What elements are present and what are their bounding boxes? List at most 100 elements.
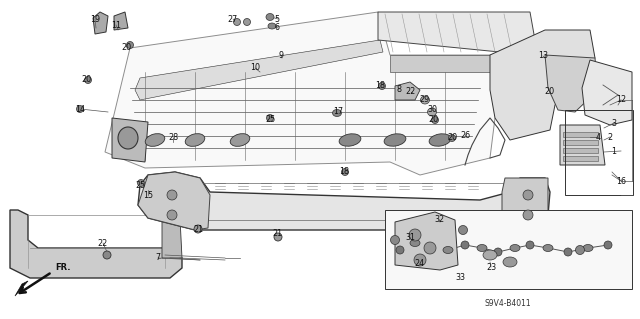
Polygon shape: [395, 212, 458, 270]
Text: 17: 17: [333, 108, 343, 116]
Text: 16: 16: [616, 176, 626, 186]
Text: 13: 13: [538, 51, 548, 61]
Text: 9: 9: [278, 50, 284, 60]
Ellipse shape: [477, 244, 487, 251]
Bar: [565, 110, 633, 195]
Text: 21: 21: [193, 225, 203, 234]
Polygon shape: [490, 30, 595, 140]
Circle shape: [494, 248, 502, 256]
Polygon shape: [162, 214, 182, 258]
Text: 20: 20: [428, 115, 438, 124]
Bar: [563, 140, 598, 145]
Text: 1: 1: [611, 146, 616, 155]
Ellipse shape: [274, 233, 282, 241]
Text: 11: 11: [111, 20, 121, 29]
Circle shape: [461, 241, 469, 249]
Ellipse shape: [185, 134, 205, 146]
Ellipse shape: [339, 134, 361, 146]
Bar: [563, 132, 598, 137]
Ellipse shape: [575, 246, 584, 255]
Text: 21: 21: [272, 228, 282, 238]
Circle shape: [523, 210, 533, 220]
Ellipse shape: [503, 257, 517, 267]
Text: 6: 6: [275, 24, 280, 33]
Ellipse shape: [333, 109, 342, 116]
Text: 20: 20: [544, 87, 554, 97]
Polygon shape: [545, 55, 598, 112]
Text: 7: 7: [156, 254, 161, 263]
Text: 10: 10: [250, 63, 260, 72]
Text: 20: 20: [81, 76, 91, 85]
Text: 15: 15: [143, 190, 153, 199]
Polygon shape: [502, 178, 548, 230]
Polygon shape: [135, 40, 383, 100]
Ellipse shape: [378, 83, 385, 90]
Ellipse shape: [384, 134, 406, 146]
Ellipse shape: [342, 168, 349, 175]
Circle shape: [426, 244, 434, 252]
Text: S9V4-B4011: S9V4-B4011: [484, 299, 531, 308]
Text: 2: 2: [607, 132, 612, 142]
Circle shape: [103, 251, 111, 259]
Polygon shape: [395, 82, 420, 100]
Text: 20: 20: [447, 132, 457, 142]
Bar: [385, 210, 632, 289]
Text: 4: 4: [595, 132, 600, 142]
Text: 25: 25: [265, 115, 275, 123]
Ellipse shape: [443, 247, 453, 254]
Ellipse shape: [266, 115, 273, 122]
Polygon shape: [560, 125, 605, 165]
Text: 19: 19: [90, 14, 100, 24]
Text: 26: 26: [460, 130, 470, 139]
Ellipse shape: [583, 244, 593, 251]
Circle shape: [414, 254, 426, 266]
Ellipse shape: [431, 116, 438, 123]
Text: 5: 5: [275, 14, 280, 24]
Ellipse shape: [234, 19, 241, 26]
Ellipse shape: [84, 77, 92, 84]
Polygon shape: [390, 55, 530, 72]
Text: 32: 32: [434, 216, 444, 225]
Ellipse shape: [194, 225, 202, 233]
Polygon shape: [582, 60, 632, 125]
Circle shape: [604, 241, 612, 249]
Ellipse shape: [420, 96, 429, 104]
Ellipse shape: [77, 106, 83, 113]
Text: 12: 12: [616, 95, 626, 105]
Ellipse shape: [449, 135, 456, 142]
Circle shape: [424, 242, 436, 254]
Text: 33: 33: [455, 272, 465, 281]
Bar: [563, 148, 598, 153]
Text: 27: 27: [228, 14, 238, 24]
Ellipse shape: [483, 250, 497, 260]
Text: 20: 20: [121, 42, 131, 51]
Polygon shape: [93, 12, 108, 34]
Text: 8: 8: [397, 85, 401, 93]
Bar: [563, 156, 598, 161]
Circle shape: [523, 190, 533, 200]
Circle shape: [526, 241, 534, 249]
Ellipse shape: [429, 134, 451, 146]
Ellipse shape: [510, 244, 520, 251]
Circle shape: [167, 190, 177, 200]
Text: 18: 18: [339, 167, 349, 176]
Circle shape: [167, 210, 177, 220]
Text: 14: 14: [75, 105, 85, 114]
Polygon shape: [138, 172, 210, 230]
Ellipse shape: [230, 134, 250, 146]
Text: 18: 18: [375, 80, 385, 90]
Ellipse shape: [543, 244, 553, 251]
Circle shape: [564, 248, 572, 256]
Polygon shape: [10, 210, 182, 278]
Polygon shape: [15, 281, 28, 296]
Text: 24: 24: [414, 258, 424, 268]
Text: FR.: FR.: [55, 263, 70, 272]
Ellipse shape: [390, 235, 399, 244]
Ellipse shape: [458, 226, 467, 234]
Ellipse shape: [243, 19, 250, 26]
Text: 25: 25: [136, 181, 146, 189]
Text: 23: 23: [486, 263, 496, 271]
Text: 29: 29: [419, 95, 429, 105]
Text: 22: 22: [406, 87, 416, 97]
Polygon shape: [114, 12, 128, 30]
